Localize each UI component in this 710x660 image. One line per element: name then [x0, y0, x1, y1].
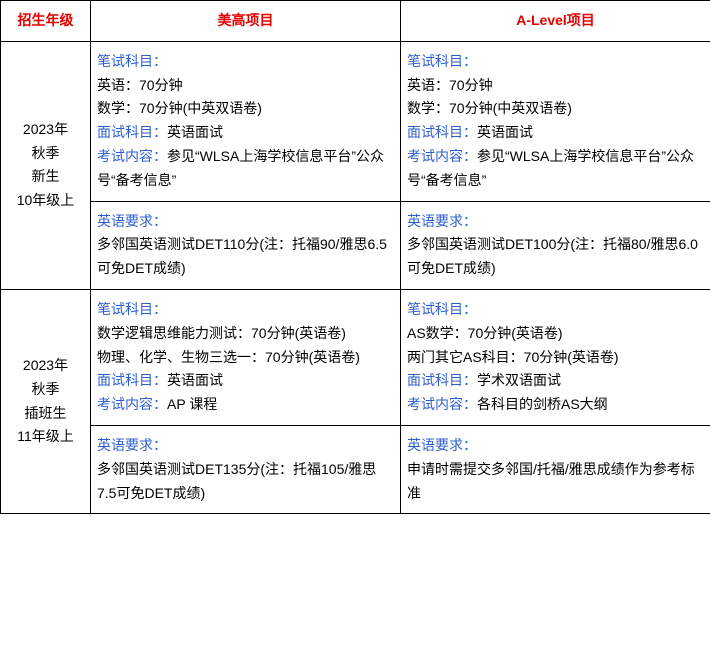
- table-row: 英语要求： 多邻国英语测试DET110分(注：托福90/雅思6.5可免DET成绩…: [1, 201, 710, 289]
- grade-line: 新生: [7, 165, 84, 189]
- alevel-0-written-line: 数学：70分钟(中英双语卷): [407, 97, 704, 121]
- us-1-written-line: 数学逻辑思维能力测试：70分钟(英语卷): [97, 322, 394, 346]
- us-0-content-label: 考试内容：: [97, 148, 167, 164]
- us-1-req-label: 英语要求：: [97, 437, 167, 453]
- alevel-0-exam-cell: 笔试科目： 英语：70分钟数学：70分钟(中英双语卷) 面试科目：英语面试 考试…: [401, 41, 710, 201]
- table-body: 2023年秋季新生10年级上 笔试科目： 英语：70分钟数学：70分钟(中英双语…: [1, 41, 710, 514]
- us-1-content-label: 考试内容：: [97, 396, 167, 412]
- alevel-0-written-label: 笔试科目：: [407, 53, 477, 69]
- header-program-us: 美高项目: [91, 1, 401, 42]
- us-1-english-cell: 英语要求： 多邻国英语测试DET135分(注：托福105/雅思7.5可免DET成…: [91, 425, 401, 513]
- grade-line: 2023年: [7, 354, 84, 378]
- alevel-1-req-label: 英语要求：: [407, 437, 477, 453]
- alevel-1-written-label: 笔试科目：: [407, 301, 477, 317]
- us-1-content-value: AP 课程: [167, 396, 217, 412]
- header-program-alevel: A-Level项目: [401, 1, 710, 42]
- us-1-written-line: 物理、化学、生物三选一：70分钟(英语卷): [97, 346, 394, 370]
- header-row: 招生年级 美高项目 A-Level项目: [1, 1, 710, 42]
- us-1-req-value: 多邻国英语测试DET135分(注：托福105/雅思7.5可免DET成绩): [97, 458, 394, 506]
- table-row: 2023年秋季新生10年级上 笔试科目： 英语：70分钟数学：70分钟(中英双语…: [1, 41, 710, 201]
- header-grade: 招生年级: [1, 1, 91, 42]
- alevel-0-req-label: 英语要求：: [407, 213, 477, 229]
- us-0-req-label: 英语要求：: [97, 213, 167, 229]
- grade-line: 2023年: [7, 118, 84, 142]
- alevel-1-content-label: 考试内容：: [407, 396, 477, 412]
- grade-line: 秋季: [7, 378, 84, 402]
- us-1-exam-cell: 笔试科目： 数学逻辑思维能力测试：70分钟(英语卷)物理、化学、生物三选一：70…: [91, 289, 401, 425]
- alevel-1-req-value: 申请时需提交多邻国/托福/雅思成绩作为参考标准: [407, 458, 704, 506]
- alevel-0-english-cell: 英语要求： 多邻国英语测试DET100分(注：托福80/雅思6.0可免DET成绩…: [401, 201, 710, 289]
- alevel-0-content-label: 考试内容：: [407, 148, 477, 164]
- us-1-written-label: 笔试科目：: [97, 301, 167, 317]
- table-row: 2023年秋季插班生11年级上 笔试科目： 数学逻辑思维能力测试：70分钟(英语…: [1, 289, 710, 425]
- us-0-req-value: 多邻国英语测试DET110分(注：托福90/雅思6.5可免DET成绩): [97, 233, 394, 281]
- us-0-written-label: 笔试科目：: [97, 53, 167, 69]
- us-0-interview-label: 面试科目：: [97, 124, 167, 140]
- alevel-0-req-value: 多邻国英语测试DET100分(注：托福80/雅思6.0可免DET成绩): [407, 233, 704, 281]
- alevel-1-english-cell: 英语要求： 申请时需提交多邻国/托福/雅思成绩作为参考标准: [401, 425, 710, 513]
- grade-cell-0: 2023年秋季新生10年级上: [1, 41, 91, 289]
- us-1-interview-value: 英语面试: [167, 372, 223, 388]
- alevel-1-interview-label: 面试科目：: [407, 372, 477, 388]
- alevel-0-interview-value: 英语面试: [477, 124, 533, 140]
- us-0-written-line: 数学：70分钟(中英双语卷): [97, 97, 394, 121]
- alevel-0-interview-label: 面试科目：: [407, 124, 477, 140]
- admissions-table: 招生年级 美高项目 A-Level项目 2023年秋季新生10年级上 笔试科目：…: [0, 0, 710, 514]
- alevel-0-written-line: 英语：70分钟: [407, 74, 704, 98]
- us-0-written-line: 英语：70分钟: [97, 74, 394, 98]
- grade-line: 秋季: [7, 142, 84, 166]
- grade-line: 插班生: [7, 402, 84, 426]
- alevel-1-exam-cell: 笔试科目： AS数学：70分钟(英语卷)两门其它AS科目：70分钟(英语卷) 面…: [401, 289, 710, 425]
- us-0-interview-value: 英语面试: [167, 124, 223, 140]
- table-row: 英语要求： 多邻国英语测试DET135分(注：托福105/雅思7.5可免DET成…: [1, 425, 710, 513]
- us-0-exam-cell: 笔试科目： 英语：70分钟数学：70分钟(中英双语卷) 面试科目：英语面试 考试…: [91, 41, 401, 201]
- alevel-1-written-line: 两门其它AS科目：70分钟(英语卷): [407, 346, 704, 370]
- alevel-1-written-line: AS数学：70分钟(英语卷): [407, 322, 704, 346]
- grade-line: 10年级上: [7, 189, 84, 213]
- grade-line: 11年级上: [7, 425, 84, 449]
- us-0-english-cell: 英语要求： 多邻国英语测试DET110分(注：托福90/雅思6.5可免DET成绩…: [91, 201, 401, 289]
- alevel-1-content-value: 各科目的剑桥AS大纲: [477, 396, 608, 412]
- grade-cell-1: 2023年秋季插班生11年级上: [1, 289, 91, 513]
- us-1-interview-label: 面试科目：: [97, 372, 167, 388]
- alevel-1-interview-value: 学术双语面试: [477, 372, 561, 388]
